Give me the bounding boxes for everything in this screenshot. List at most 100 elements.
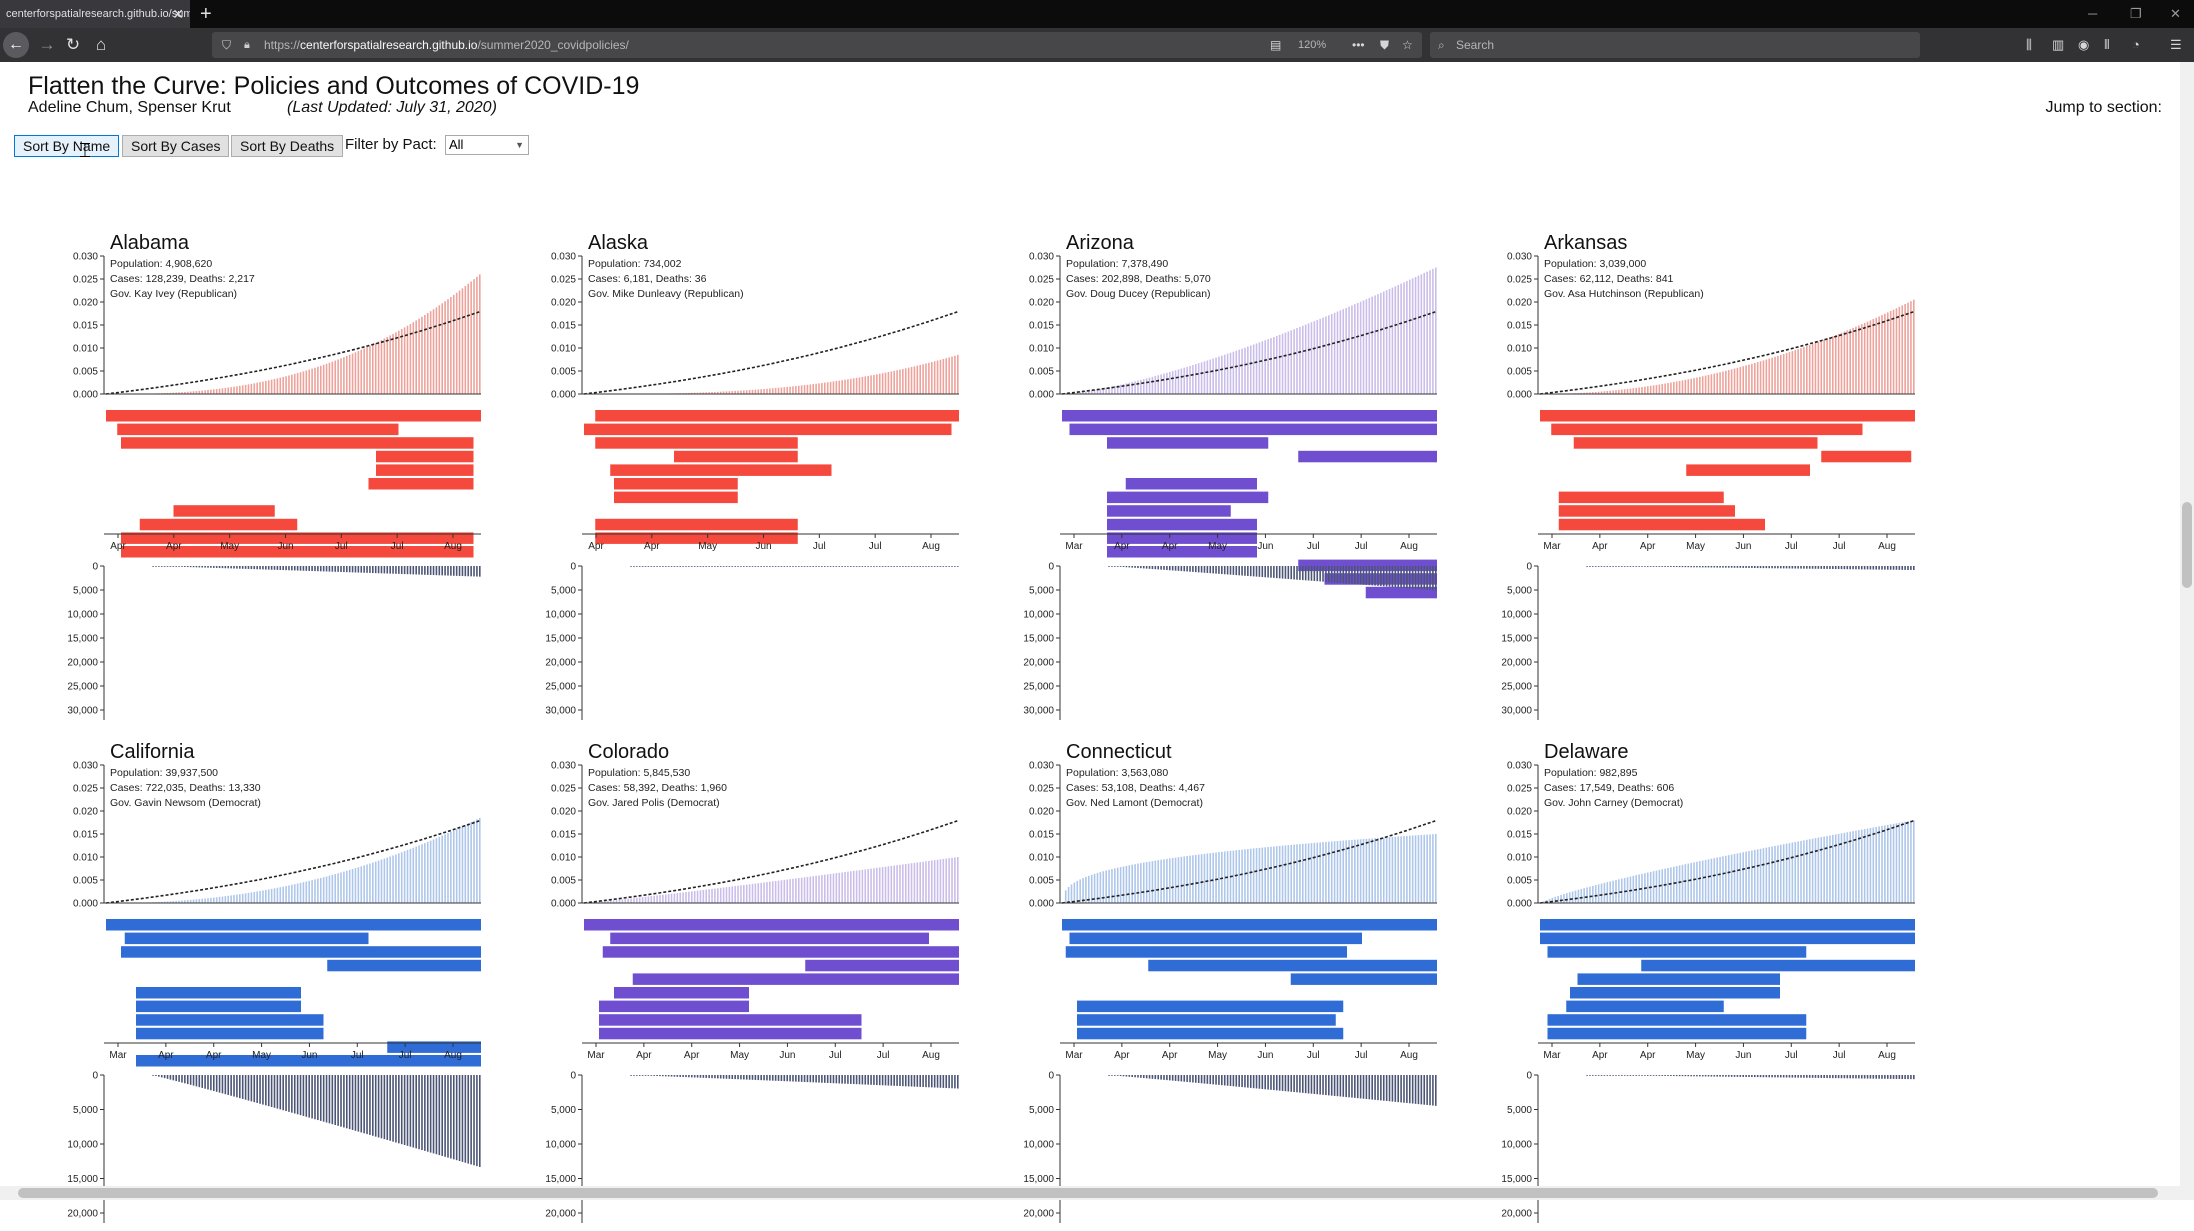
month-tick-label: Apr bbox=[110, 541, 126, 552]
deaths-bar bbox=[665, 566, 667, 567]
deaths-bar bbox=[1296, 1075, 1298, 1092]
library-icon[interactable]: ⫼ bbox=[2026, 28, 2032, 62]
deaths-bar bbox=[401, 1075, 403, 1144]
close-tab-icon[interactable]: ✕ bbox=[172, 0, 184, 28]
rate-bar bbox=[1664, 384, 1666, 394]
sort-by-name-button[interactable]: Sort By Name bbox=[14, 135, 119, 157]
restore-icon[interactable]: ❐ bbox=[2130, 0, 2142, 28]
sidebar-icon[interactable]: ▥ bbox=[2052, 28, 2064, 62]
page-actions-icon[interactable]: ••• bbox=[1352, 32, 1365, 58]
deaths-bar bbox=[268, 1075, 270, 1106]
rate-bar bbox=[648, 896, 650, 903]
rate-bar bbox=[216, 389, 218, 394]
rate-bar bbox=[1250, 346, 1252, 394]
deaths-bar bbox=[407, 1075, 409, 1146]
rate-bar bbox=[1910, 301, 1912, 394]
deaths-bar bbox=[1345, 566, 1347, 583]
deaths-bar bbox=[651, 566, 653, 567]
deaths-tick-label: 0 bbox=[1526, 1071, 1532, 1082]
reader-view-icon[interactable]: ▤ bbox=[1270, 32, 1281, 58]
shield-icon[interactable]: ⛉ bbox=[222, 32, 231, 58]
month-tick-label: Jun bbox=[779, 1050, 795, 1061]
rate-bar bbox=[841, 872, 843, 903]
bookmark-star-icon[interactable]: ☆ bbox=[1402, 32, 1413, 58]
rate-bar bbox=[945, 859, 947, 903]
rate-tick-label: 0.000 bbox=[1507, 899, 1532, 910]
rate-bar bbox=[1881, 826, 1883, 903]
jump-to-section[interactable]: Jump to section: bbox=[2046, 99, 2163, 117]
extensions-icon[interactable]: ⦀ bbox=[2104, 28, 2110, 62]
deaths-bar bbox=[1815, 1075, 1817, 1078]
search-bar[interactable]: ⌕ Search bbox=[1430, 32, 1920, 58]
deaths-bar bbox=[801, 1075, 803, 1082]
account-icon[interactable]: ◉ bbox=[2078, 28, 2089, 62]
deaths-tick-label: 20,000 bbox=[67, 1209, 98, 1220]
deaths-bar bbox=[668, 566, 670, 567]
deaths-bar bbox=[847, 1075, 849, 1084]
home-icon[interactable]: ⌂ bbox=[90, 28, 112, 62]
rate-bar bbox=[1841, 333, 1843, 394]
rate-bar bbox=[282, 887, 284, 903]
rate-bar bbox=[914, 863, 916, 903]
rate-tick-label: 0.025 bbox=[1507, 784, 1532, 795]
deaths-bar bbox=[1748, 566, 1750, 568]
deaths-bar bbox=[306, 566, 308, 571]
deaths-bar bbox=[1777, 566, 1779, 568]
url-bar[interactable]: ⛉ 🔒︎ https://centerforspatialresearch.gi… bbox=[212, 32, 1422, 58]
browser-tab[interactable]: centerforspatialresearch.github.io/summe… bbox=[0, 0, 190, 28]
deaths-bar bbox=[450, 1075, 452, 1158]
scroll-thumb[interactable] bbox=[2182, 502, 2192, 588]
window-close-icon[interactable]: ✕ bbox=[2170, 0, 2181, 28]
menu-icon[interactable]: ☰ bbox=[2170, 28, 2182, 62]
new-tab-icon[interactable]: + bbox=[200, 0, 212, 28]
horizontal-scrollbar[interactable] bbox=[0, 1186, 2194, 1200]
month-tick-label: Jul bbox=[1307, 541, 1320, 552]
back-icon[interactable]: ← bbox=[3, 32, 29, 58]
rate-bar bbox=[1314, 321, 1316, 394]
deaths-bar bbox=[1114, 1075, 1116, 1076]
minimize-icon[interactable]: ─ bbox=[2088, 0, 2097, 28]
zoom-level[interactable]: 120% bbox=[1298, 32, 1326, 58]
deaths-bar bbox=[1351, 1075, 1353, 1098]
vertical-scrollbar[interactable] bbox=[2180, 62, 2194, 1186]
deaths-bar bbox=[441, 1075, 443, 1156]
sort-by-cases-button[interactable]: Sort By Cases bbox=[122, 135, 229, 157]
rate-bar bbox=[1282, 846, 1284, 903]
profile-icon[interactable]: ◔ bbox=[2132, 28, 2140, 62]
deaths-bar bbox=[1215, 566, 1217, 574]
deaths-bar bbox=[1244, 566, 1246, 576]
rate-bar bbox=[225, 896, 227, 903]
pact-filter-select[interactable]: All ▼ bbox=[445, 135, 529, 155]
rate-bar bbox=[268, 380, 270, 394]
deaths-bar bbox=[271, 1075, 273, 1107]
deaths-bar bbox=[155, 566, 157, 567]
page-authors: Adeline Chum, Spenser Krut bbox=[28, 99, 231, 117]
deaths-bar bbox=[870, 566, 872, 567]
rate-bar bbox=[1705, 376, 1707, 394]
horizontal-scroll-thumb[interactable] bbox=[18, 1188, 2158, 1198]
deaths-bar bbox=[928, 1075, 930, 1087]
deaths-bar bbox=[1812, 1075, 1814, 1078]
rate-bar bbox=[1389, 837, 1391, 903]
forward-icon[interactable]: → bbox=[36, 28, 58, 62]
rate-bar bbox=[1604, 883, 1606, 903]
reload-icon[interactable]: ↻ bbox=[62, 28, 84, 62]
deaths-bar bbox=[1676, 1075, 1678, 1076]
deaths-bar bbox=[746, 566, 748, 567]
deaths-bar bbox=[1598, 1075, 1600, 1076]
rate-bar bbox=[1322, 318, 1324, 394]
rate-bar bbox=[1319, 319, 1321, 394]
rate-bar bbox=[682, 892, 684, 903]
lock-icon[interactable]: 🔒︎ bbox=[244, 32, 250, 58]
deaths-bar bbox=[1137, 1075, 1139, 1078]
month-tick-label: Jun bbox=[1257, 1050, 1273, 1061]
deaths-bar bbox=[239, 566, 241, 569]
rate-bar bbox=[737, 886, 739, 903]
rate-bar bbox=[1878, 316, 1880, 394]
deaths-bar bbox=[1659, 566, 1661, 567]
pocket-icon[interactable]: ⛊ bbox=[1380, 32, 1389, 58]
sort-by-deaths-button[interactable]: Sort By Deaths bbox=[231, 135, 343, 157]
rate-tick-label: 0.005 bbox=[73, 876, 98, 887]
deaths-bar bbox=[1693, 1075, 1695, 1076]
